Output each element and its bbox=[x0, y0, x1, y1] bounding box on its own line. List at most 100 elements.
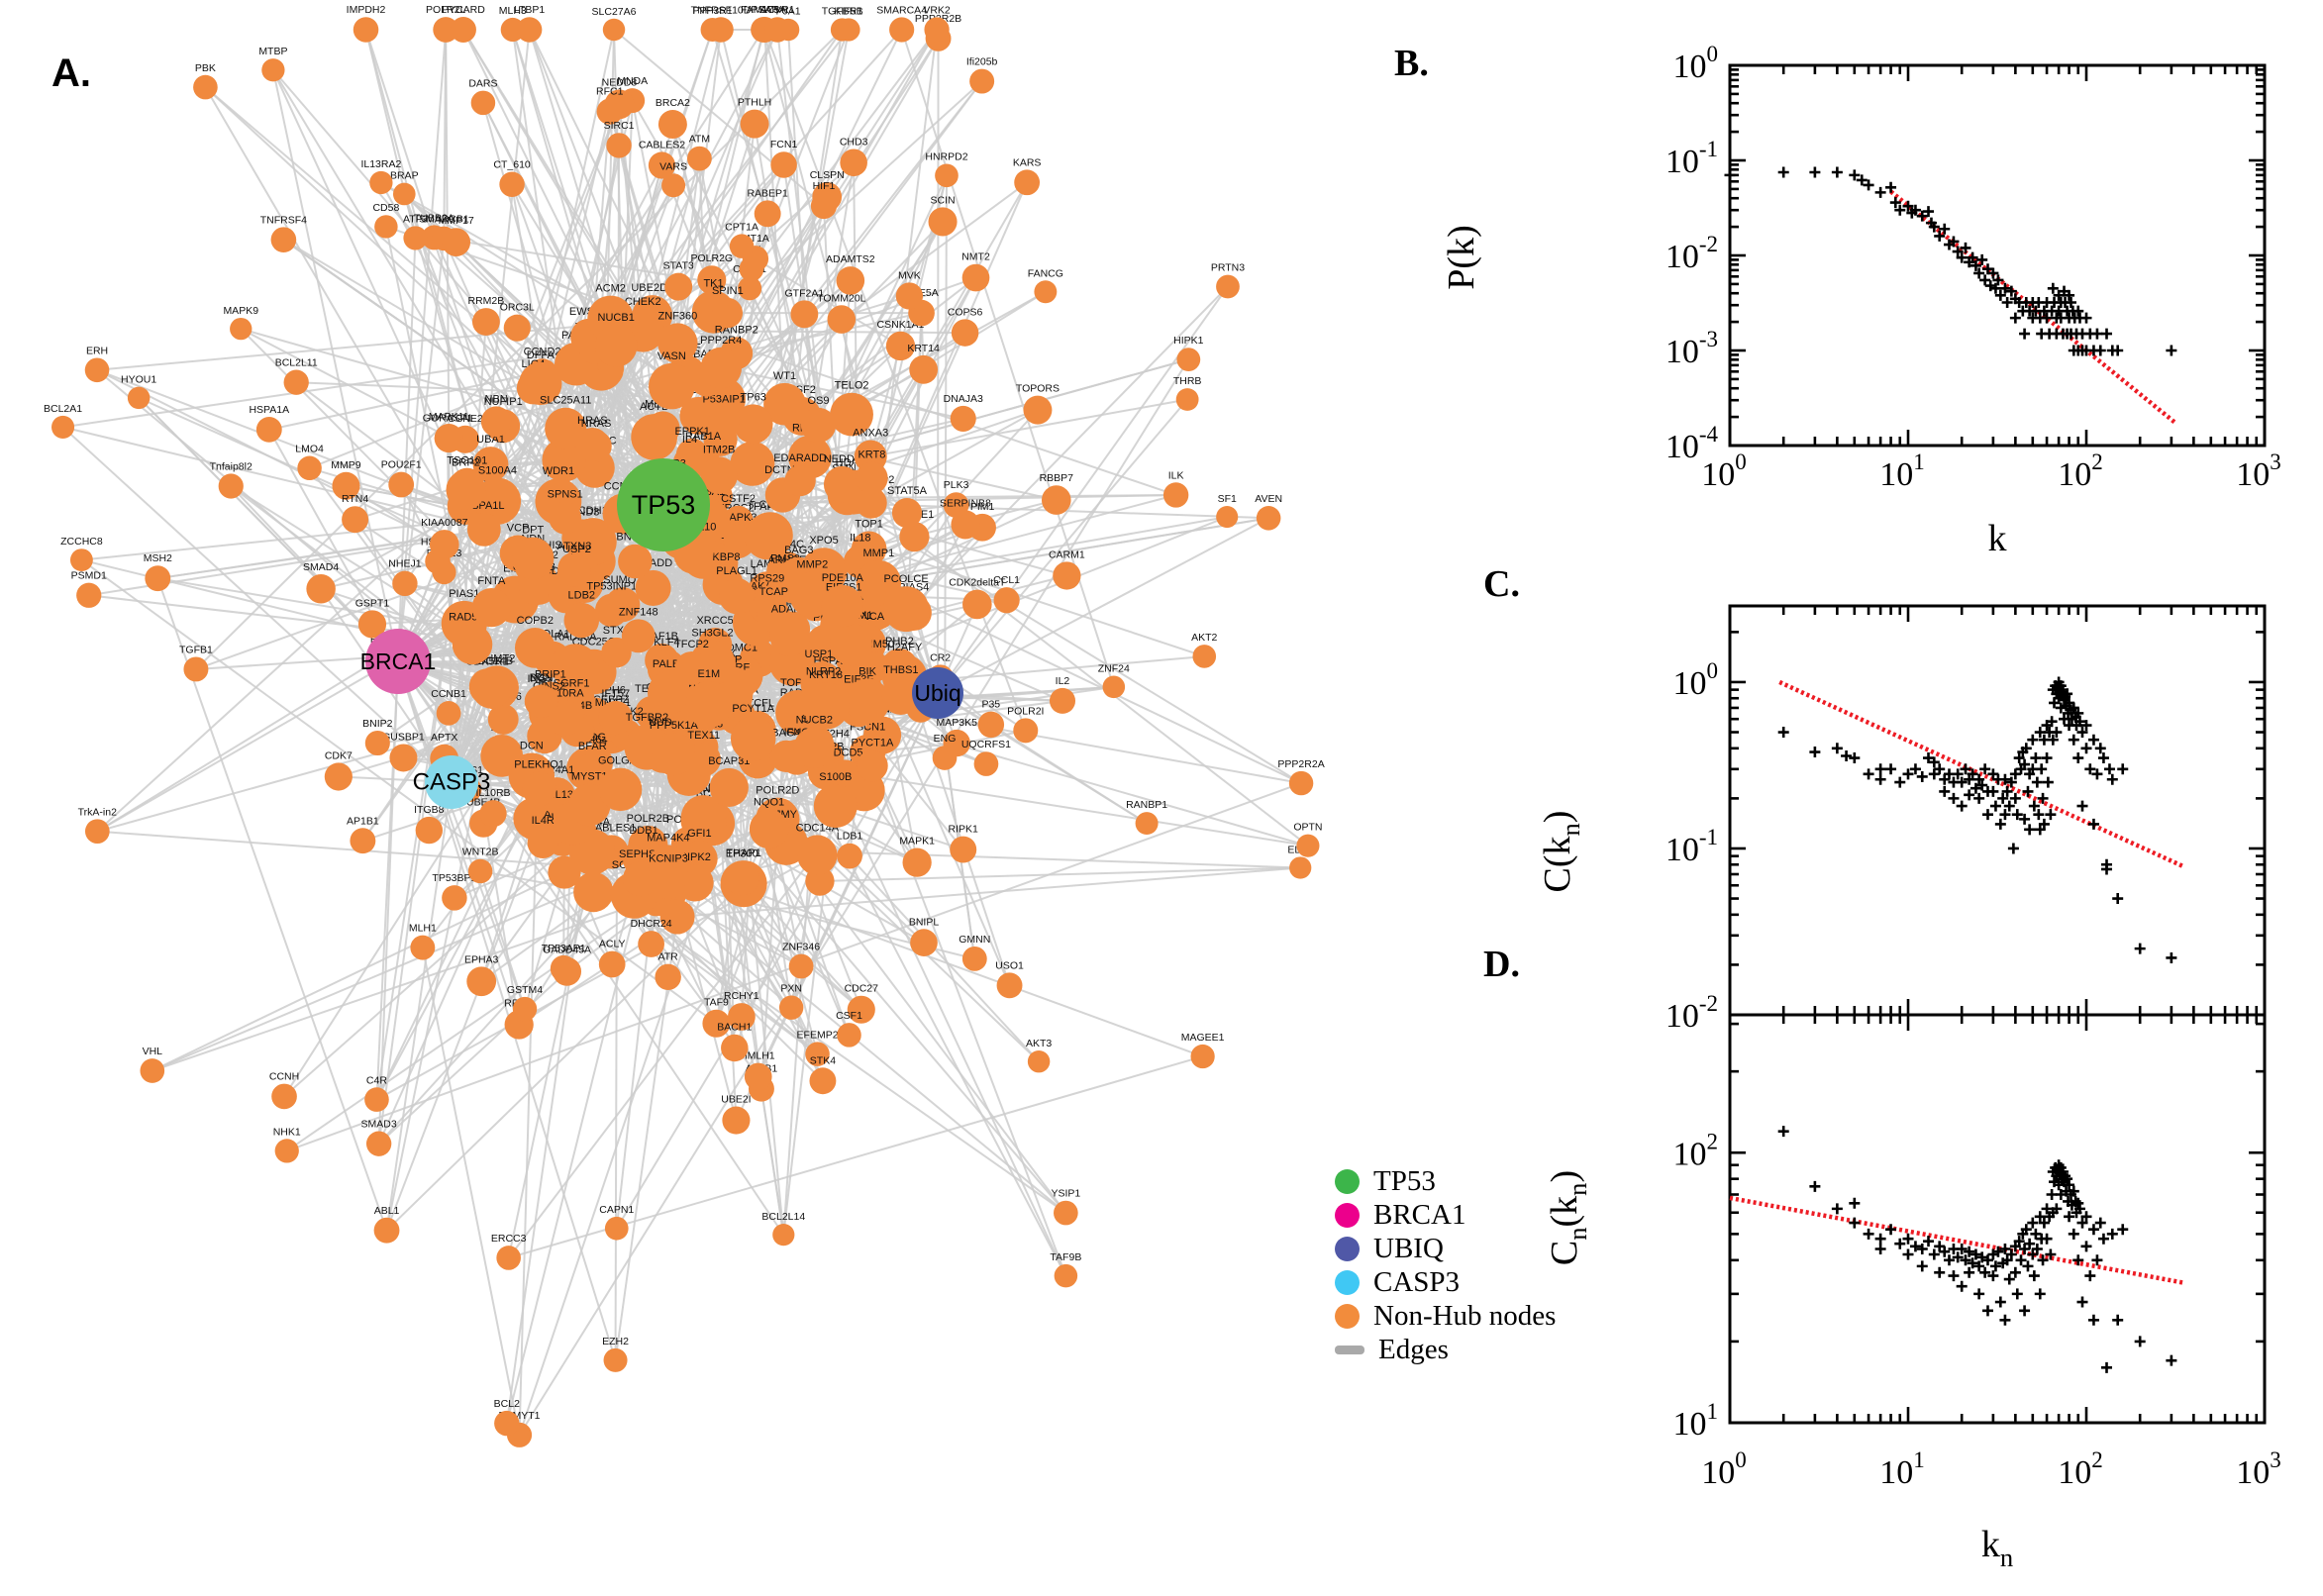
network-node[interactable]: IL4R bbox=[527, 815, 558, 859]
gene-node-circle[interactable] bbox=[730, 716, 776, 761]
network-hub-casp3[interactable]: CASP3 bbox=[413, 755, 491, 809]
network-node[interactable]: BGN bbox=[524, 672, 558, 719]
gene-node-circle[interactable] bbox=[364, 1087, 389, 1112]
network-node[interactable]: EPHA3 bbox=[464, 953, 499, 997]
gene-node-circle[interactable] bbox=[472, 447, 509, 482]
network-node[interactable]: SF1 bbox=[1216, 493, 1239, 529]
network-node[interactable]: PTHLH bbox=[738, 97, 771, 139]
network-node[interactable]: ILK bbox=[1162, 469, 1189, 508]
network-node[interactable]: Tnfaip8l2 bbox=[210, 460, 252, 499]
network-node[interactable]: GORASP1 bbox=[423, 412, 473, 452]
network-hub-tp53[interactable]: TP53 bbox=[617, 458, 710, 551]
gene-node-circle[interactable] bbox=[1190, 1044, 1215, 1069]
gene-node-circle[interactable] bbox=[718, 577, 756, 615]
gene-node-circle[interactable] bbox=[388, 471, 415, 498]
network-node[interactable]: KCNIP3 bbox=[649, 852, 688, 900]
gene-node-circle[interactable] bbox=[883, 586, 930, 633]
network-node[interactable]: TOPORS bbox=[1016, 383, 1060, 425]
gene-node-circle[interactable] bbox=[496, 1246, 521, 1270]
gene-node-circle[interactable] bbox=[511, 537, 555, 580]
network-node[interactable]: IL13RA2 bbox=[360, 158, 401, 195]
gene-node-circle[interactable] bbox=[353, 17, 379, 43]
gene-node-circle[interactable] bbox=[601, 637, 632, 668]
gene-node-circle[interactable] bbox=[255, 416, 282, 443]
network-node[interactable]: NBN bbox=[480, 393, 512, 438]
gene-node-circle[interactable] bbox=[754, 200, 781, 228]
network-node[interactable]: VHL bbox=[140, 1046, 165, 1083]
network-node[interactable]: PLEKHO1 bbox=[514, 758, 564, 807]
gene-node-circle[interactable] bbox=[935, 163, 959, 188]
network-node[interactable]: TOMM20L bbox=[817, 292, 866, 334]
gene-node-circle[interactable] bbox=[727, 1003, 756, 1031]
network-node[interactable]: ITM2B bbox=[700, 444, 738, 494]
network-node[interactable]: IL10RB bbox=[476, 787, 511, 828]
network-node[interactable]: WNT2B bbox=[462, 847, 499, 884]
gene-node-circle[interactable] bbox=[655, 963, 681, 991]
network-node[interactable]: POU2F1 bbox=[381, 459, 422, 498]
network-node[interactable]: NQO1 bbox=[749, 797, 789, 849]
gene-node-circle[interactable] bbox=[951, 510, 980, 540]
gene-node-circle[interactable] bbox=[836, 266, 865, 295]
network-node[interactable]: ACVR1 bbox=[760, 4, 795, 43]
gene-node-circle[interactable] bbox=[218, 473, 244, 499]
gene-node-circle[interactable] bbox=[494, 1410, 520, 1437]
gene-node-circle[interactable] bbox=[784, 464, 816, 497]
network-node[interactable]: PXN bbox=[778, 982, 804, 1020]
network-node[interactable]: PPP2R2A bbox=[1277, 758, 1325, 796]
network-node[interactable]: GUSBP1 bbox=[382, 731, 425, 772]
gene-node-circle[interactable] bbox=[778, 995, 804, 1020]
gene-node-circle[interactable] bbox=[1053, 561, 1081, 590]
gene-node-circle[interactable] bbox=[524, 684, 558, 719]
gene-node-circle[interactable] bbox=[996, 972, 1023, 999]
network-node[interactable]: MMP9 bbox=[331, 459, 361, 500]
network-node[interactable]: GSTM4 bbox=[507, 984, 543, 1022]
gene-node-circle[interactable] bbox=[823, 465, 860, 503]
gene-node-circle[interactable] bbox=[1049, 687, 1076, 714]
gene-node-circle[interactable] bbox=[764, 17, 790, 43]
gene-node-circle[interactable] bbox=[69, 549, 93, 572]
gene-node-circle[interactable] bbox=[993, 587, 1020, 614]
network-node[interactable]: RTN4 bbox=[342, 493, 368, 534]
network-node[interactable]: CDH1 bbox=[568, 505, 617, 566]
network-node[interactable]: CHD3 bbox=[840, 136, 868, 177]
gene-node-circle[interactable] bbox=[548, 855, 581, 889]
network-node[interactable]: DPT bbox=[511, 525, 555, 580]
network-node[interactable]: P53AIP1 bbox=[702, 394, 746, 439]
network-node[interactable]: VRK2 bbox=[923, 4, 951, 43]
gene-node-circle[interactable] bbox=[1256, 506, 1281, 531]
network-node[interactable]: TP53AP1 bbox=[542, 943, 586, 982]
network-node[interactable]: CCNB1 bbox=[431, 688, 466, 726]
network-node[interactable]: ZCCHC8 bbox=[60, 536, 103, 572]
network-node[interactable]: LTBP1 bbox=[514, 4, 545, 43]
gene-node-circle[interactable] bbox=[410, 935, 436, 960]
network-node[interactable]: NMT2 bbox=[961, 251, 990, 292]
gene-node-circle[interactable] bbox=[392, 570, 418, 597]
gene-node-circle[interactable] bbox=[830, 392, 873, 437]
gene-node-circle[interactable] bbox=[1054, 1263, 1078, 1288]
gene-node-circle[interactable] bbox=[467, 858, 493, 884]
network-node[interactable]: ERCC3 bbox=[491, 1233, 527, 1270]
network-node[interactable]: RABEP1 bbox=[747, 187, 788, 228]
gene-node-circle[interactable] bbox=[733, 404, 773, 445]
gene-node-circle[interactable] bbox=[193, 74, 218, 100]
gene-node-circle[interactable] bbox=[797, 835, 838, 875]
network-node[interactable]: ATM bbox=[686, 134, 712, 171]
gene-node-circle[interactable] bbox=[512, 996, 538, 1022]
gene-node-circle[interactable] bbox=[127, 386, 151, 410]
network-node[interactable]: SCIN bbox=[928, 194, 958, 237]
network-node[interactable]: BCAP31 bbox=[708, 755, 750, 808]
network-node[interactable]: POLR2L bbox=[426, 4, 465, 43]
gene-node-circle[interactable] bbox=[802, 682, 850, 730]
gene-node-circle[interactable] bbox=[471, 588, 511, 628]
network-node[interactable]: HIF1 bbox=[810, 180, 838, 220]
gene-node-circle[interactable] bbox=[442, 228, 471, 257]
gene-node-circle[interactable] bbox=[51, 415, 75, 439]
gene-node-circle[interactable] bbox=[594, 593, 629, 628]
gene-node-circle[interactable] bbox=[1175, 388, 1199, 411]
gene-node-circle[interactable] bbox=[652, 865, 685, 900]
gene-node-circle[interactable] bbox=[821, 584, 863, 628]
network-node[interactable]: PCOLCE bbox=[883, 573, 930, 633]
gene-node-circle[interactable] bbox=[962, 589, 992, 620]
gene-node-circle[interactable] bbox=[606, 133, 632, 158]
network-node[interactable]: AKT2 bbox=[1191, 632, 1218, 668]
